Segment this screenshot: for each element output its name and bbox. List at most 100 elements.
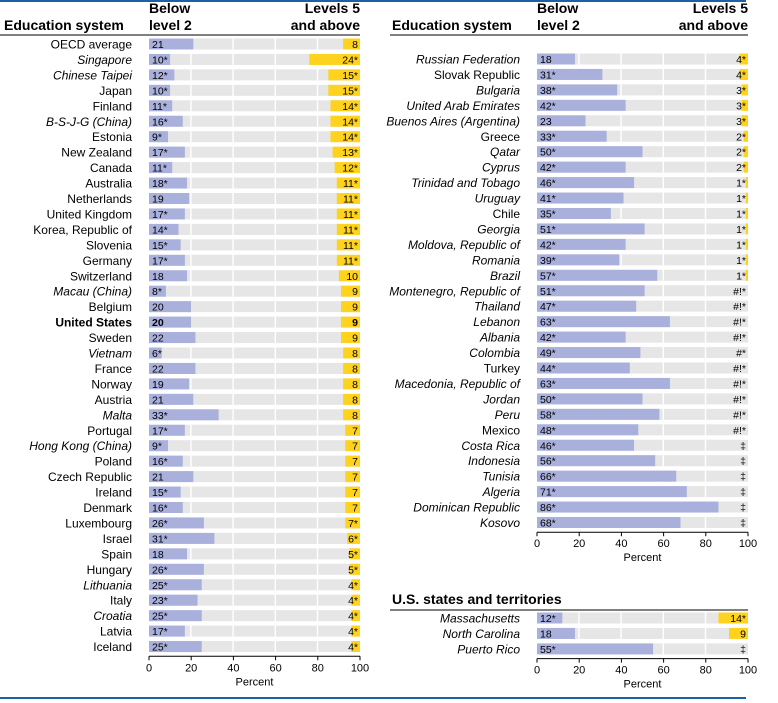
bar-track [537,115,748,127]
below-value-label: 42* [540,239,556,251]
gridline [190,440,192,452]
gridline [316,486,319,498]
below-value-label: 42* [540,100,556,112]
gridline [620,53,622,65]
country-label: Czech Republic [48,470,132,484]
bar-below-level-2 [149,285,166,297]
below-value-label: 68* [540,518,556,530]
gridline [190,270,192,282]
gridline [190,486,192,498]
top-value-label: 4* [736,69,746,81]
bar-below-level-2 [149,146,185,158]
top-value-label: 11* [343,255,358,267]
gridline [704,517,707,528]
below-value-label: 63* [540,378,556,390]
gridline [232,625,234,637]
gridline [274,409,276,421]
bar-below-level-2 [149,532,215,544]
gridline [316,285,319,297]
gridline [704,269,707,281]
bar-track [537,300,748,312]
bar-levels-5-above [729,627,748,639]
below-value-label: 31* [540,69,556,81]
bar-track [149,378,360,390]
country-label: Luxembourg [65,516,132,530]
bar-track [537,424,748,436]
bar-below-level-2 [537,269,658,281]
top-value-label: 1* [736,224,746,236]
bar-levels-5-above [341,285,360,297]
gridline [620,612,622,624]
country-label: Brazil [490,269,520,283]
bar-below-level-2 [149,115,183,127]
below-value-label: 21 [152,394,164,406]
country-label: Iceland [93,640,132,654]
gridline [232,440,234,452]
gridline [232,193,234,204]
gridline [232,471,234,483]
bar-levels-5-above [745,177,748,189]
bar-track [537,347,748,359]
gridline [232,223,234,235]
bar-track [537,208,748,219]
bar-track [149,131,360,143]
bar-levels-5-above [745,223,748,235]
top-value-label: 2* [736,147,746,159]
below-value-label: 25* [152,611,168,623]
country-label: Algeria [482,485,521,499]
gridline [316,502,319,513]
x-tick-label: 0 [534,665,540,677]
bar-levels-5-above [745,269,748,281]
bar-below-level-2 [537,177,635,189]
gridline [316,223,319,235]
below-value-label: 63* [540,317,556,329]
gridline [190,347,192,359]
gridline [190,625,192,637]
top-value-label: 1* [736,270,746,282]
gridline [274,254,276,266]
top-value-label: 14* [342,116,358,128]
gridline [274,332,276,344]
country-label: Slovak Republic [434,68,520,82]
gridline [232,641,234,653]
bar-below-level-2 [149,208,185,220]
gridline [662,223,664,235]
gridline [316,362,319,374]
gridline [232,69,234,81]
below-value-label: 10* [152,85,168,97]
bar-track [149,579,360,591]
country-label: Japan [99,84,132,98]
bar-track [537,331,748,343]
bar-track [149,517,360,529]
country-label: Poland [95,455,132,469]
bar-levels-5-above [328,69,360,81]
gridline [274,625,276,637]
gridline [232,38,234,50]
gridline [232,131,234,143]
bar-levels-5-above [343,409,360,421]
country-label: Macedonia, Republic of [395,377,522,391]
gridline [704,161,707,173]
gridline [232,502,234,513]
bar-below-level-2 [537,192,624,204]
below-value-label: 18 [540,628,552,640]
bar-track [149,409,360,421]
gridline [316,471,319,483]
bar-track [149,440,360,452]
country-label: Cyprus [482,161,520,175]
country-label: Puerto Rico [457,642,520,656]
top-value-label: 11* [343,178,358,190]
gridline [274,362,276,374]
gridline [274,471,276,483]
bar-track [149,362,360,374]
x-tick-label: 40 [615,538,627,550]
country-label: Turkey [484,362,520,376]
gridline [316,347,319,359]
bar-track [149,301,360,313]
below-value-label: 16* [152,116,168,128]
top-value-label: 7 [352,425,358,437]
gridline [274,208,276,220]
gridline [704,84,707,96]
gridline [274,502,276,513]
